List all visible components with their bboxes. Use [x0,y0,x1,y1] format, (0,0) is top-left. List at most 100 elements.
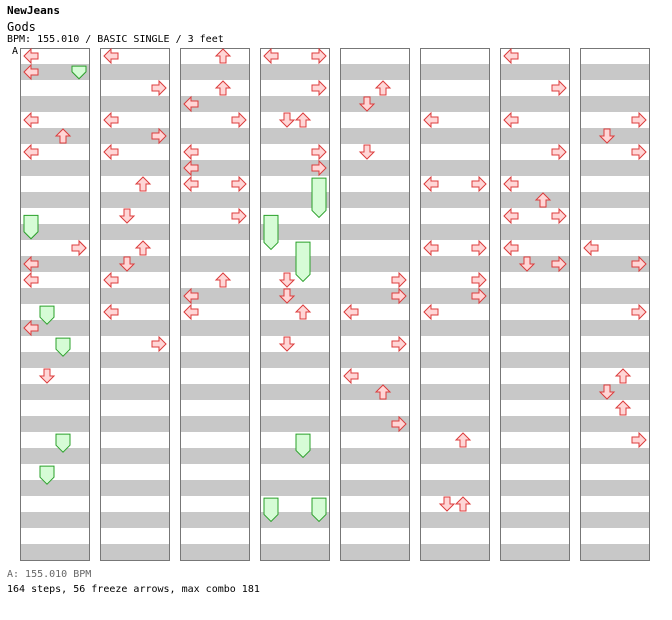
left-arrow [103,303,119,321]
beat-band [420,480,489,496]
up-arrow [214,48,232,64]
beat-band [20,256,89,272]
left-arrow [503,111,519,129]
right-arrow [551,79,567,97]
beat-band [420,288,489,304]
beat-band [260,128,329,144]
beat-band [420,128,489,144]
beat-band [20,544,89,560]
beat-band [420,256,489,272]
right-arrow [551,207,567,225]
up-arrow [454,496,472,512]
beat-band [580,256,649,272]
beat-band [180,288,249,304]
beat-band [500,448,569,464]
chart-column [340,48,410,561]
column-frame [420,48,490,561]
beat-band [340,160,409,176]
beat-band [180,96,249,112]
beat-band [340,544,409,560]
beat-band [260,64,329,80]
beat-band [260,160,329,176]
beat-band [500,480,569,496]
up-arrow [454,432,472,448]
left-arrow [103,111,119,129]
right-arrow [391,271,407,289]
down-arrow [38,368,56,384]
beat-band [180,256,249,272]
beat-band [580,64,649,80]
beat-band [580,480,649,496]
beat-band [100,512,169,528]
beat-band [500,96,569,112]
right-arrow [471,287,487,305]
beat-band [260,96,329,112]
beat-band [340,448,409,464]
left-arrow [103,143,119,161]
right-arrow [311,143,327,161]
left-arrow [503,47,519,65]
chart-column [260,48,330,561]
left-arrow [583,239,599,257]
right-arrow [231,207,247,225]
beat-band [100,96,169,112]
right-arrow [471,239,487,257]
column-frame [340,48,410,561]
beat-band [580,544,649,560]
up-arrow [134,240,152,256]
beat-band [100,288,169,304]
beat-band [100,64,169,80]
right-arrow [311,159,327,177]
beat-band [580,224,649,240]
beat-band [340,480,409,496]
chart-column [420,48,490,561]
beat-band [420,96,489,112]
down-arrow [518,256,536,272]
beat-band [420,192,489,208]
right-arrow [391,287,407,305]
beat-band [260,480,329,496]
up-arrow [134,176,152,192]
left-arrow [263,47,279,65]
up-arrow [294,304,312,320]
down-arrow [278,336,296,352]
left-arrow [103,47,119,65]
beat-band [340,64,409,80]
beat-band [420,64,489,80]
beat-band [500,320,569,336]
down-arrow [278,288,296,304]
right-arrow [391,415,407,433]
right-arrow [471,271,487,289]
beat-band [500,160,569,176]
down-arrow [278,112,296,128]
beat-band [180,128,249,144]
left-arrow [183,159,199,177]
up-arrow [534,192,552,208]
beat-band [580,416,649,432]
beat-band [180,160,249,176]
beat-band [340,384,409,400]
freeze-arrow [71,65,87,80]
beat-band [420,224,489,240]
left-arrow [23,63,39,81]
beat-band [500,128,569,144]
beat-band [180,384,249,400]
column-frame [260,48,330,561]
beat-band [420,416,489,432]
left-arrow [23,271,39,289]
freeze-arrow [263,497,279,523]
freeze-arrow [55,433,71,453]
beat-band [180,416,249,432]
beat-band [420,448,489,464]
beat-band [340,288,409,304]
beat-band [340,512,409,528]
beat-band [500,64,569,80]
left-arrow [503,207,519,225]
beat-band [100,160,169,176]
beat-band [20,96,89,112]
beat-band [180,320,249,336]
beat-band [340,256,409,272]
right-arrow [311,79,327,97]
beat-band [100,352,169,368]
beat-band [260,256,329,272]
